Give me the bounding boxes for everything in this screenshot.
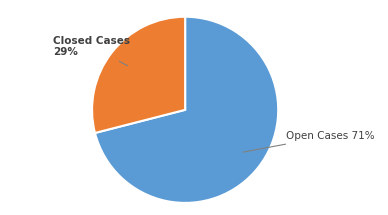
Text: Closed Cases
29%: Closed Cases 29% xyxy=(53,36,130,66)
Wedge shape xyxy=(92,17,185,133)
Text: Open Cases 71%: Open Cases 71% xyxy=(243,131,374,152)
Wedge shape xyxy=(95,17,278,203)
